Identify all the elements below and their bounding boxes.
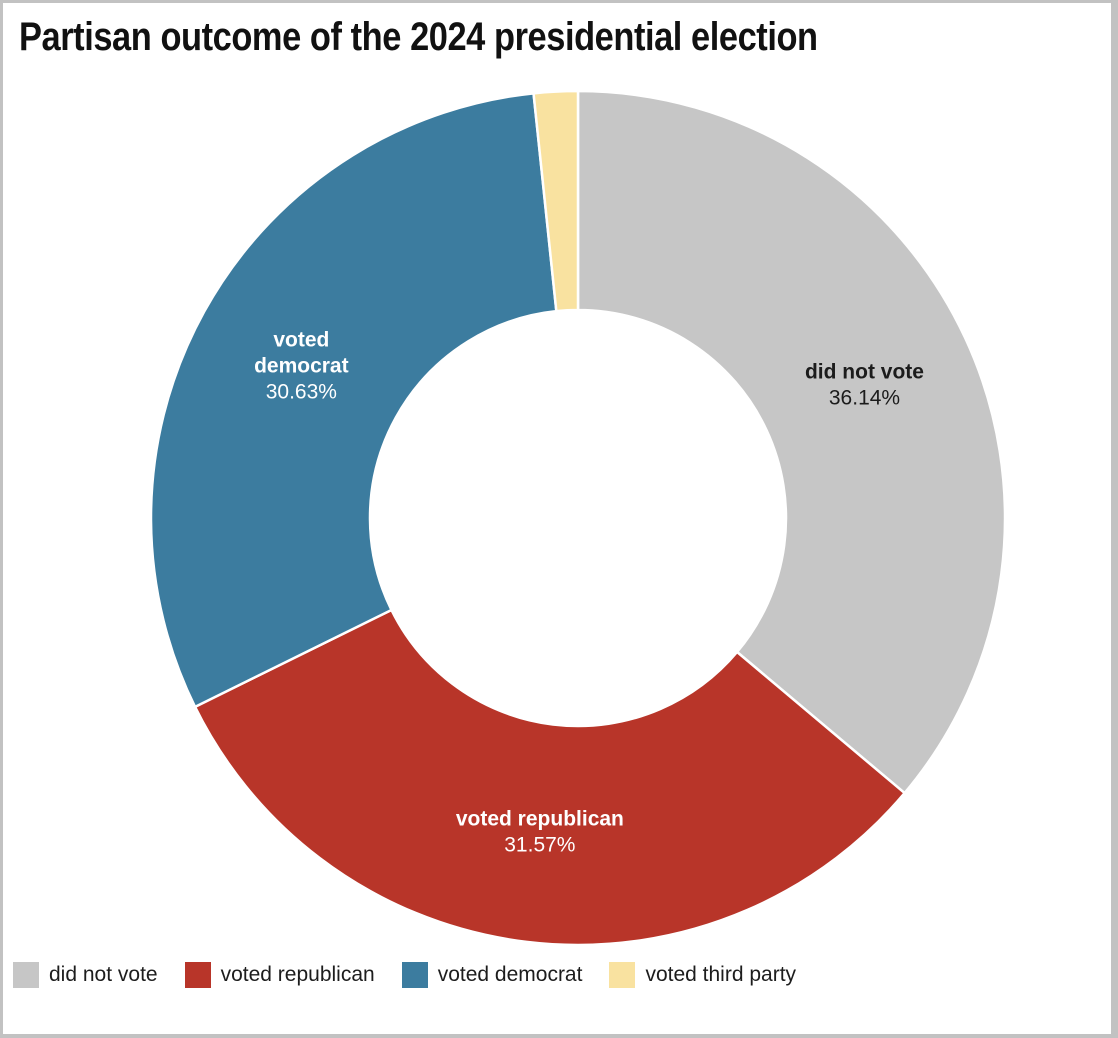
- legend-label: voted democrat: [437, 963, 583, 986]
- pie-slice-voted-third-party[interactable]: [532, 89, 580, 313]
- chart-title: Partisan outcome of the 2024 presidentia…: [19, 15, 818, 59]
- slice-label-did-not-vote: did not vote 36.14%: [805, 361, 924, 410]
- legend-label: voted republican: [220, 963, 375, 986]
- legend-swatch-voted-republican: [184, 962, 211, 988]
- pie-slice-did-not-vote[interactable]: [576, 89, 1007, 795]
- slice-label-voted-republican: voted republican 31.57%: [456, 808, 624, 857]
- legend-label: did not vote: [49, 963, 158, 986]
- legend-label: voted third party: [645, 963, 797, 986]
- legend-item-voted-third-party[interactable]: voted third party: [609, 962, 796, 988]
- legend-swatch-voted-third-party: [609, 962, 636, 988]
- legend-item-voted-republican[interactable]: voted republican: [184, 962, 375, 988]
- slice-label-voted-democrat: voted democrat 30.63%: [254, 328, 349, 403]
- pie-slice-voted-republican[interactable]: [193, 608, 906, 947]
- legend: did not vote voted republican voted democr…: [13, 962, 796, 988]
- donut-chart: did not vote 36.14% voted republican 31.57%…: [149, 89, 1007, 947]
- legend-swatch-did-not-vote: [13, 962, 39, 988]
- pie-slice-voted-democrat[interactable]: [149, 92, 558, 709]
- legend-swatch-voted-democrat: [401, 962, 428, 988]
- legend-item-did-not-vote[interactable]: did not vote: [13, 962, 158, 988]
- legend-item-voted-democrat[interactable]: voted democrat: [401, 962, 583, 988]
